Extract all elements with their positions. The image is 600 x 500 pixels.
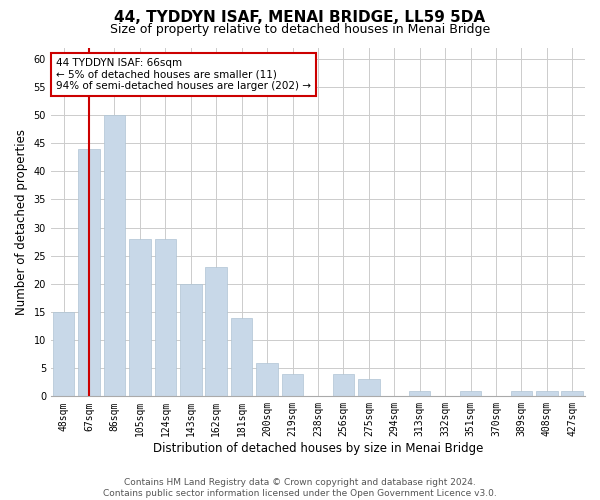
Bar: [53, 312, 74, 396]
Bar: [460, 390, 481, 396]
Y-axis label: Number of detached properties: Number of detached properties: [15, 129, 28, 315]
Bar: [180, 284, 202, 397]
Bar: [562, 390, 583, 396]
Bar: [511, 390, 532, 396]
Bar: [256, 362, 278, 396]
Bar: [155, 239, 176, 396]
Text: 44, TYDDYN ISAF, MENAI BRIDGE, LL59 5DA: 44, TYDDYN ISAF, MENAI BRIDGE, LL59 5DA: [115, 10, 485, 25]
Bar: [78, 149, 100, 396]
Bar: [332, 374, 354, 396]
Bar: [409, 390, 430, 396]
Bar: [536, 390, 557, 396]
Bar: [358, 380, 380, 396]
Bar: [231, 318, 253, 396]
Text: Contains HM Land Registry data © Crown copyright and database right 2024.
Contai: Contains HM Land Registry data © Crown c…: [103, 478, 497, 498]
Bar: [205, 267, 227, 396]
Bar: [129, 239, 151, 396]
X-axis label: Distribution of detached houses by size in Menai Bridge: Distribution of detached houses by size …: [153, 442, 483, 455]
Text: 44 TYDDYN ISAF: 66sqm
← 5% of detached houses are smaller (11)
94% of semi-detac: 44 TYDDYN ISAF: 66sqm ← 5% of detached h…: [56, 58, 311, 91]
Bar: [104, 115, 125, 396]
Text: Size of property relative to detached houses in Menai Bridge: Size of property relative to detached ho…: [110, 22, 490, 36]
Bar: [282, 374, 304, 396]
